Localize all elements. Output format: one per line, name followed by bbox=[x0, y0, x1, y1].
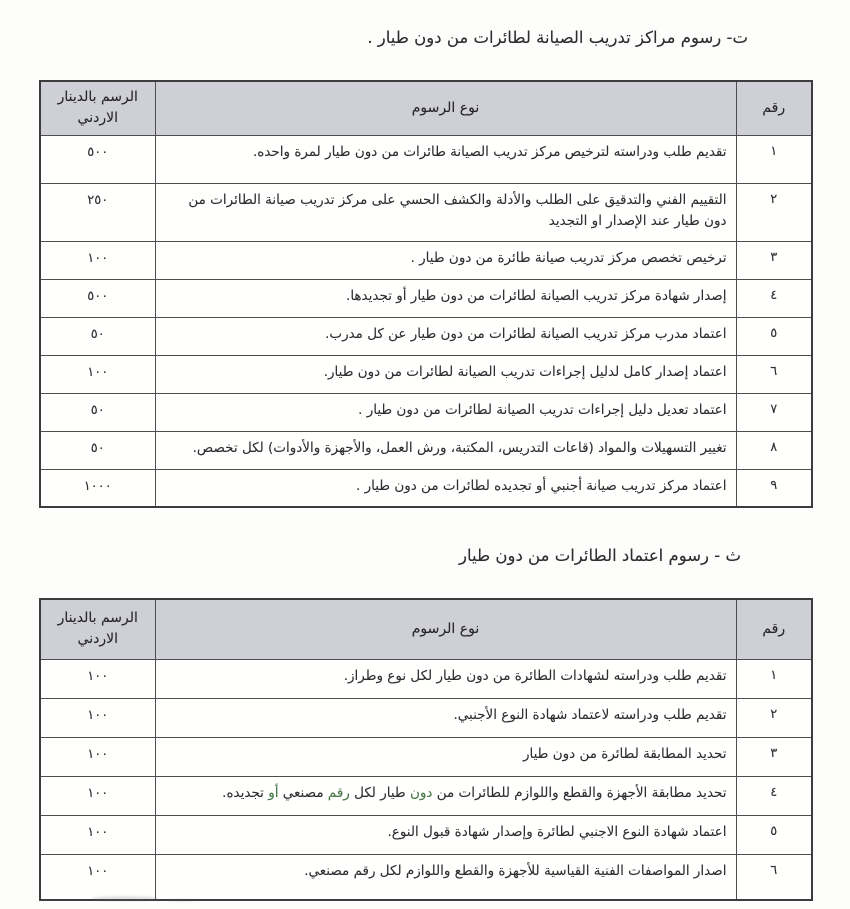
column-header-fee-in-jd: الرسم بالدينار الاردني bbox=[39, 598, 156, 660]
fee-description-cell: تغيير التسهيلات والمواد (قاعات التدريس، … bbox=[154, 430, 737, 470]
row-number-cell: ٢ bbox=[735, 697, 813, 738]
table-row: ٦ اعتماد إصدار كامل لدليل إجراءات تدريب ا… bbox=[39, 354, 813, 394]
column-header-fee-in-jd: الرسم بالدينار الاردني bbox=[39, 80, 156, 136]
column-header-number: رقم bbox=[735, 80, 813, 136]
table-row: ٩ اعتماد مركز تدريب صيانة أجنبي أو تجديده… bbox=[39, 468, 813, 508]
fee-description-cell: التقييم الفني والتدقيق على الطلب والأدلة… bbox=[154, 182, 737, 242]
fee-amount-cell: ١٠٠ bbox=[39, 658, 156, 699]
fee-description-cell: اصدار المواصفات الفنية القياسية للأجهزة … bbox=[154, 853, 737, 901]
scan-smudge-mark bbox=[92, 896, 158, 901]
fee-description-cell: اعتماد إصدار كامل لدليل إجراءات تدريب ال… bbox=[154, 354, 737, 394]
table-row: ١ تقديم طلب ودراسته لترخيص مركز تدريب الص… bbox=[39, 134, 813, 184]
row-number-cell: ٥ bbox=[735, 814, 813, 855]
table-row: ٤ تحديد مطابقة الأجهزة والقطع واللوازم لل… bbox=[39, 775, 813, 816]
row-number-cell: ٥ bbox=[735, 316, 813, 356]
fee-amount-cell: ١٠٠ bbox=[39, 736, 156, 777]
table-row: ٥ اعتماد مدرب مركز تدريب الصيانة لطائرات … bbox=[39, 316, 813, 356]
fee-description-cell: اعتماد تعديل دليل إجراءات تدريب الصيانة … bbox=[154, 392, 737, 432]
row-number-cell: ٧ bbox=[735, 392, 813, 432]
fee-amount-cell: ١٠٠ bbox=[39, 240, 156, 280]
row-number-cell: ٨ bbox=[735, 430, 813, 470]
fee-amount-cell: ٢٥٠ bbox=[39, 182, 156, 242]
table-row: ١ تقديم طلب ودراسته لشهادات الطائرة من دو… bbox=[39, 658, 813, 699]
fee-description-cell: اعتماد مركز تدريب صيانة أجنبي أو تجديده … bbox=[154, 468, 737, 508]
fee-amount-cell: ٥٠٠ bbox=[39, 134, 156, 184]
table-row: ٦ اصدار المواصفات الفنية القياسية للأجهزة… bbox=[39, 853, 813, 901]
section-title-uav-certification-fees: ث - رسوم اعتماد الطائرات من دون طيار bbox=[459, 546, 741, 565]
table-row: ٣ ترخيص تخصص مركز تدريب صيانة طائرة من دو… bbox=[39, 240, 813, 280]
fee-amount-cell: ٥٠ bbox=[39, 430, 156, 470]
column-header-number: رقم bbox=[735, 598, 813, 660]
table-row: ٨ تغيير التسهيلات والمواد (قاعات التدريس،… bbox=[39, 430, 813, 470]
table-row: ٥ اعتماد شهادة النوع الاجنبي لطائرة وإصدا… bbox=[39, 814, 813, 855]
fee-amount-cell: ١٠٠ bbox=[39, 697, 156, 738]
fee-description-cell: تحديد مطابقة الأجهزة والقطع واللوازم للط… bbox=[154, 775, 737, 816]
row-number-cell: ٢ bbox=[735, 182, 813, 242]
table-row: ٢ التقييم الفني والتدقيق على الطلب والأدل… bbox=[39, 182, 813, 242]
row-number-cell: ١ bbox=[735, 658, 813, 699]
green-tinted-word: دون bbox=[409, 784, 433, 801]
table-row: ٢ تقديم طلب ودراسته لاعتماد شهادة النوع ا… bbox=[39, 697, 813, 738]
fee-amount-cell: ٥٠ bbox=[39, 392, 156, 432]
row-number-cell: ٤ bbox=[735, 278, 813, 318]
row-number-cell: ٦ bbox=[735, 354, 813, 394]
fee-amount-cell: ١٠٠ bbox=[39, 853, 156, 901]
scan-smudge-mark bbox=[166, 899, 198, 902]
section-title-maintenance-training-center-fees: ت- رسوم مراكز تدريب الصيانة لطائرات من د… bbox=[367, 28, 748, 47]
row-number-cell: ٤ bbox=[735, 775, 813, 816]
fee-amount-cell: ١٠٠ bbox=[39, 775, 156, 816]
fee-description-cell: تقديم طلب ودراسته لاعتماد شهادة النوع ال… bbox=[154, 697, 737, 738]
fee-amount-cell: ٥٠ bbox=[39, 316, 156, 356]
green-tinted-word: رقم bbox=[327, 784, 350, 801]
table-body: ١ تقديم طلب ودراسته لترخيص مركز تدريب الص… bbox=[39, 134, 813, 508]
column-header-fee-type: نوع الرسوم bbox=[154, 80, 737, 136]
column-header-fee-type: نوع الرسوم bbox=[154, 598, 737, 660]
table-row: ٧ اعتماد تعديل دليل إجراءات تدريب الصيانة… bbox=[39, 392, 813, 432]
row-number-cell: ٦ bbox=[735, 853, 813, 901]
fee-amount-cell: ١٠٠ bbox=[39, 814, 156, 855]
table-header-row: رقم نوع الرسوم الرسم بالدينار الاردني bbox=[39, 80, 813, 136]
fee-description-cell: تقديم طلب ودراسته لشهادات الطائرة من دون… bbox=[154, 658, 737, 699]
fee-amount-cell: ٥٠٠ bbox=[39, 278, 156, 318]
row-number-cell: ٣ bbox=[735, 240, 813, 280]
fee-description-cell: اعتماد شهادة النوع الاجنبي لطائرة وإصدار… bbox=[154, 814, 737, 855]
fee-description-cell: تقديم طلب ودراسته لترخيص مركز تدريب الصي… bbox=[154, 134, 737, 184]
fee-description-cell: ترخيص تخصص مركز تدريب صيانة طائرة من دون… bbox=[154, 240, 737, 280]
table-header-row: رقم نوع الرسوم الرسم بالدينار الاردني bbox=[39, 598, 813, 660]
fee-description-cell: اعتماد مدرب مركز تدريب الصيانة لطائرات م… bbox=[154, 316, 737, 356]
fee-description-cell: تحديد المطابقة لطائرة من دون طيار bbox=[154, 736, 737, 777]
green-tinted-word: أو bbox=[268, 784, 279, 801]
fee-amount-cell: ١٠٠٠ bbox=[39, 468, 156, 508]
row-number-cell: ٣ bbox=[735, 736, 813, 777]
table-row: ٣ تحديد المطابقة لطائرة من دون طيار ١٠٠ bbox=[39, 736, 813, 777]
row-number-cell: ١ bbox=[735, 134, 813, 184]
row-number-cell: ٩ bbox=[735, 468, 813, 508]
fee-amount-cell: ١٠٠ bbox=[39, 354, 156, 394]
table-body: ١ تقديم طلب ودراسته لشهادات الطائرة من دو… bbox=[39, 658, 813, 901]
table-row: ٤ إصدار شهادة مركز تدريب الصيانة لطائرات … bbox=[39, 278, 813, 318]
fee-description-cell: إصدار شهادة مركز تدريب الصيانة لطائرات م… bbox=[154, 278, 737, 318]
